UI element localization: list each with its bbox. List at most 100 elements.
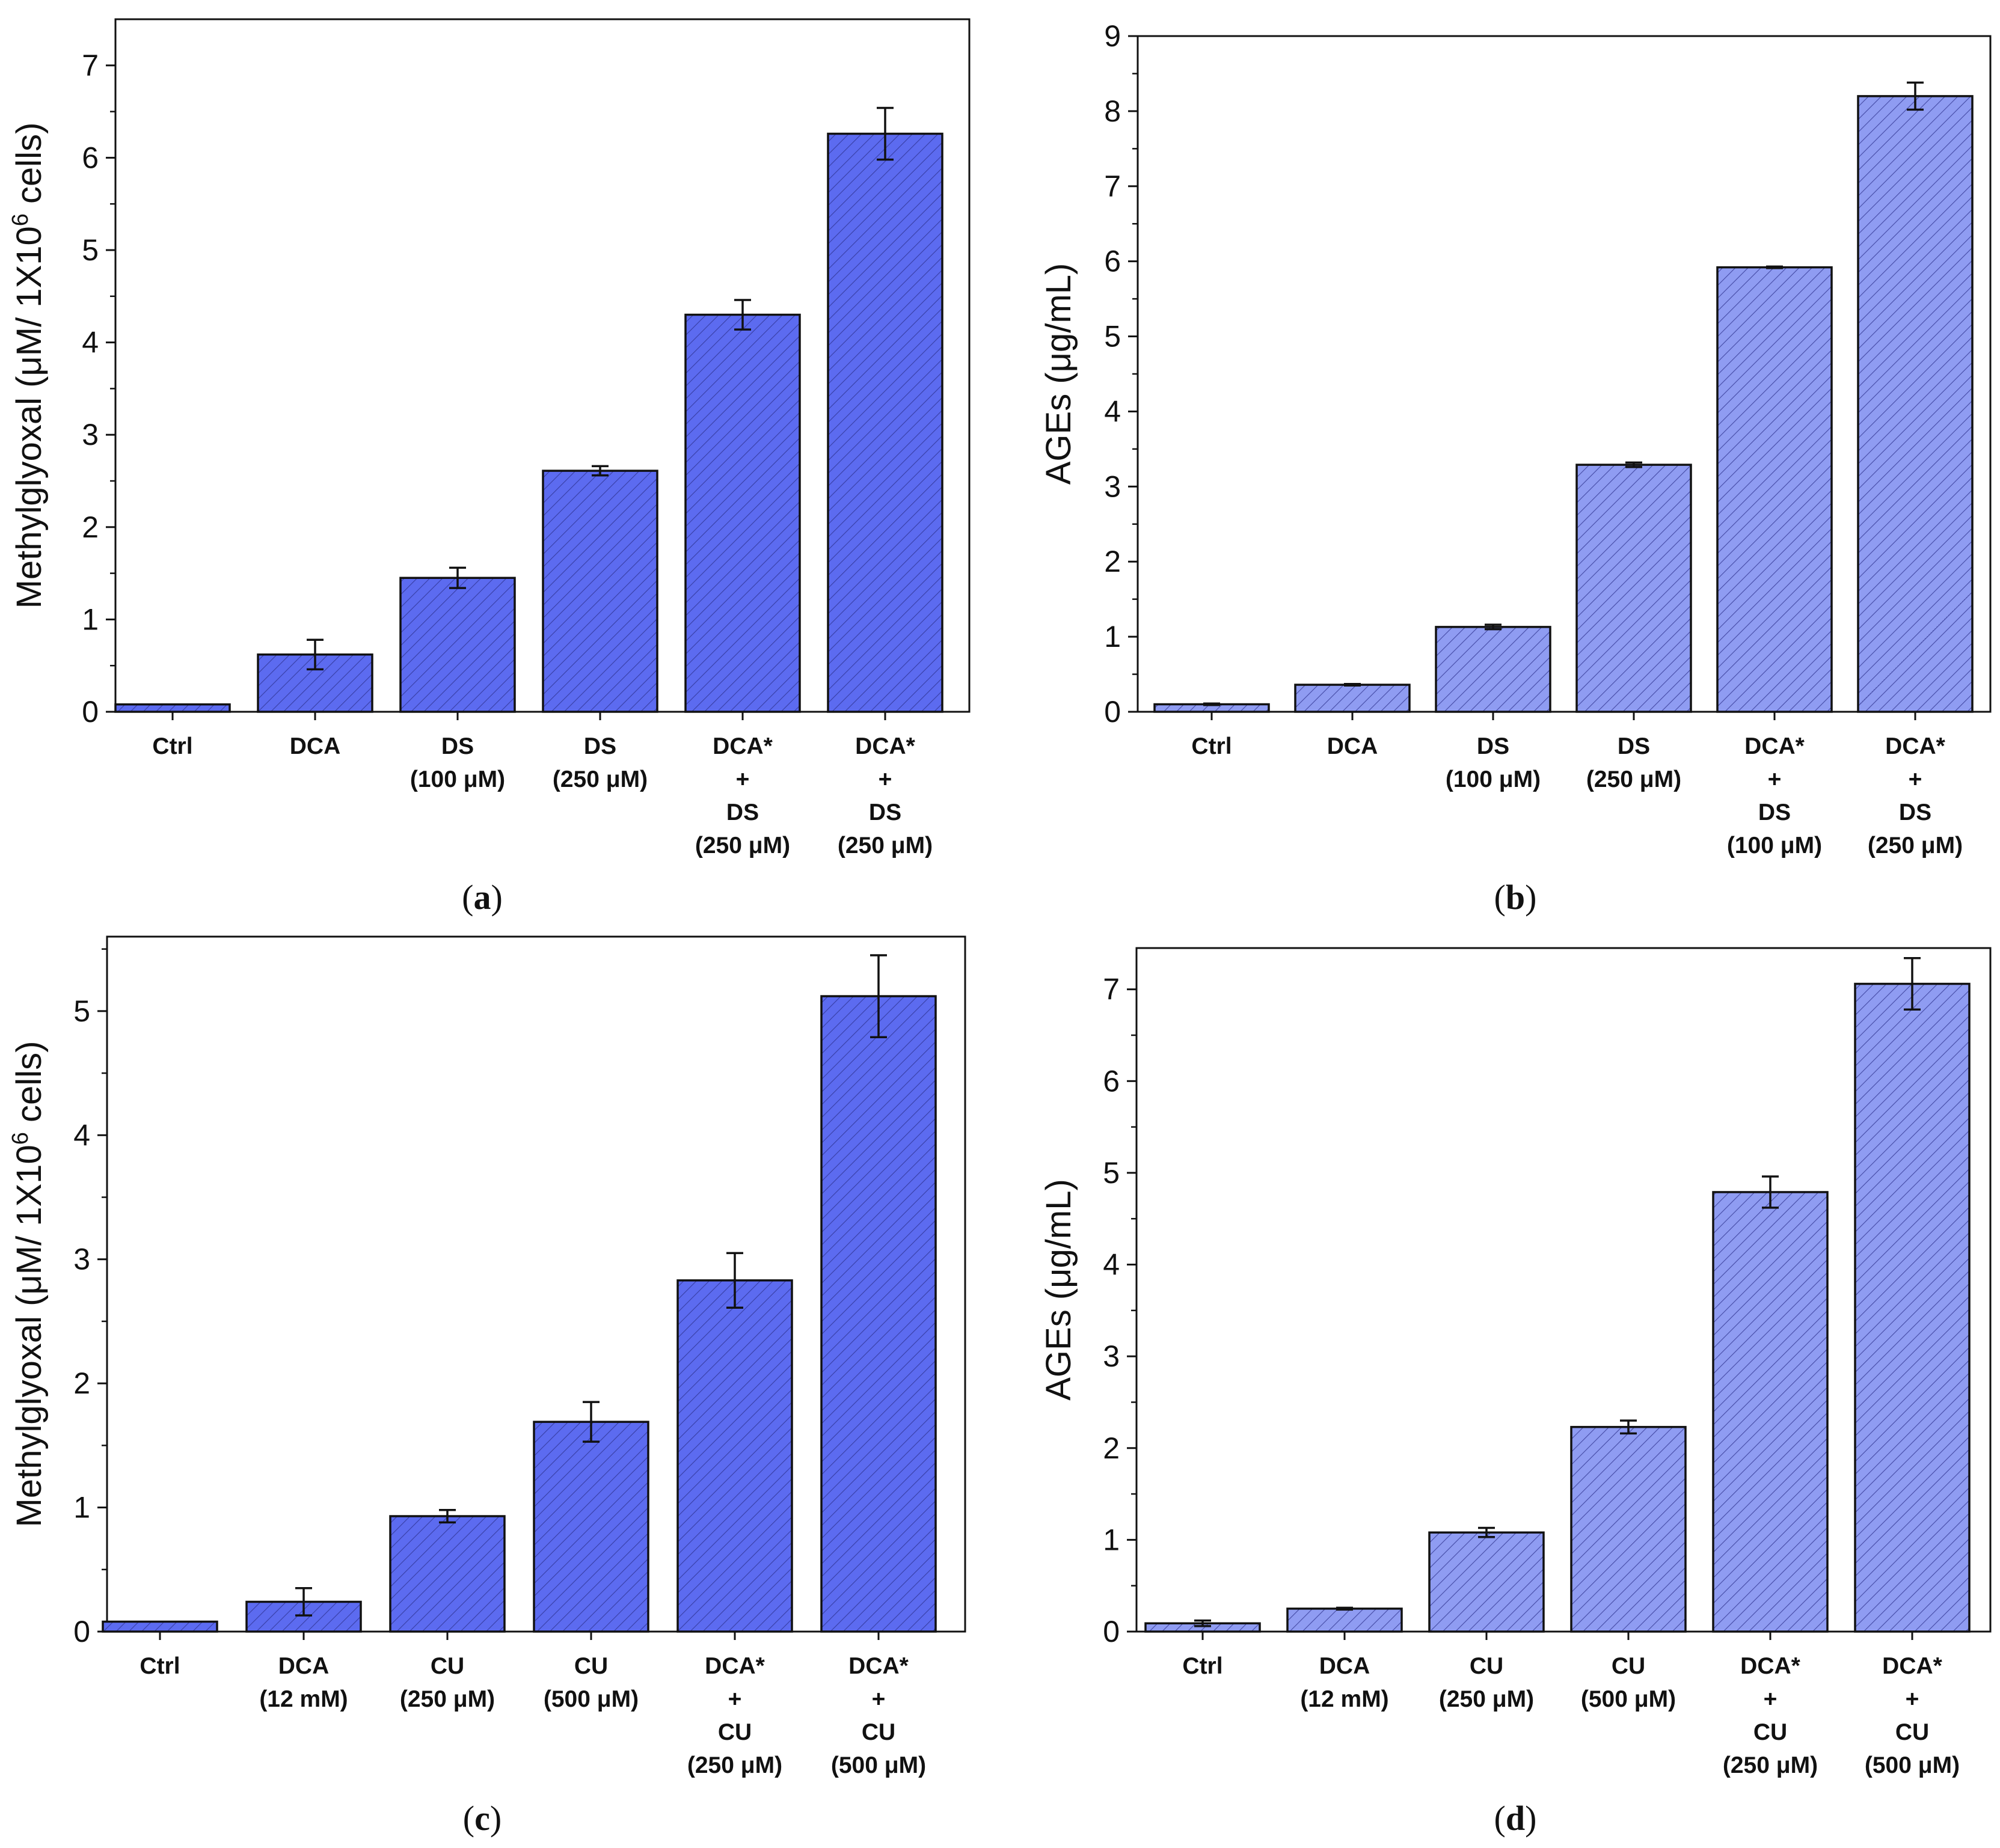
x-tick-label-line: CU [431, 1653, 464, 1679]
x-tick-label-line: (500 μM) [1581, 1686, 1676, 1712]
y-tick-label: 6 [82, 141, 99, 174]
x-tick-label: DS (100 μM) [410, 733, 505, 792]
bar-hatch [534, 1422, 648, 1632]
bar-hatch [115, 704, 230, 712]
y-tick-label: 5 [82, 233, 99, 267]
y-axis-label: Methylglyoxal (μM/ 1X106 cells) [8, 1041, 49, 1528]
x-tick-label-line: DS [441, 733, 474, 759]
y-tick-label: 1 [82, 602, 99, 636]
x-tick-label-line: DS [1477, 733, 1509, 759]
x-tick-label-line: DS [869, 800, 901, 825]
caption-paren-open: ( [1494, 878, 1506, 917]
bar-hatch [400, 578, 515, 712]
x-tick-label-line: (12 mM) [1300, 1686, 1388, 1712]
caption-letter: b [1506, 878, 1525, 917]
y-tick-label: 1 [1104, 620, 1121, 653]
x-tick-label-line: (250 μM) [1439, 1686, 1534, 1712]
x-tick-label: CU (250 μM) [1439, 1653, 1534, 1712]
x-tick-label-line: + [1909, 766, 1922, 792]
x-tick-label-line: DCA [1327, 733, 1378, 759]
x-tick-label-line: (12 mM) [259, 1686, 348, 1712]
y-axis-label-superscript: 6 [8, 213, 33, 226]
caption-paren-open: ( [1494, 1799, 1506, 1838]
x-tick-label: CU (500 μM) [544, 1653, 639, 1712]
bar-hatch [686, 314, 800, 712]
bar-hatch [103, 1621, 217, 1632]
x-tick-label-line: (500 μM) [544, 1686, 639, 1712]
x-tick-label: DCA* + CU (250 μM) [1723, 1653, 1818, 1778]
x-tick-label-line: DS [1758, 800, 1791, 825]
x-tick-label-line: + [879, 766, 892, 792]
y-tick-label: 5 [73, 994, 90, 1028]
x-tick-label: CU (500 μM) [1581, 1653, 1676, 1712]
x-tick-label: Ctrl [140, 1653, 180, 1679]
x-tick-label-line: + [1906, 1686, 1919, 1712]
y-tick-label: 7 [1103, 973, 1120, 1006]
x-tick-label-line: DCA* [1744, 733, 1805, 759]
y-axis-label-tail: cells) [10, 1041, 49, 1132]
y-axis-label-main: AGEs (μg/mL) [1039, 1179, 1078, 1401]
caption-paren-open: ( [462, 878, 473, 917]
y-tick-label: 4 [1103, 1248, 1120, 1282]
y-tick-label: 0 [73, 1615, 90, 1648]
y-tick-label: 0 [1103, 1615, 1120, 1648]
bar-hatch [1436, 626, 1550, 712]
bar-hatch [390, 1516, 505, 1632]
bar-hatch [821, 996, 936, 1632]
x-tick-label: DS (250 μM) [553, 733, 648, 792]
x-tick-label: DCA (12 mM) [1300, 1653, 1388, 1712]
x-tick-label: DS (100 μM) [1446, 733, 1541, 792]
x-tick-label-line: DCA* [1882, 1653, 1942, 1679]
bar-hatch [1571, 1427, 1686, 1632]
x-tick-label-line: (100 μM) [1727, 833, 1822, 858]
y-tick-label: 2 [1103, 1431, 1120, 1465]
x-tick-label-line: + [728, 1686, 742, 1712]
bar-hatch [543, 471, 657, 712]
caption-paren-close: ) [491, 878, 503, 917]
bar-hatch [1577, 465, 1691, 712]
y-tick-label: 4 [82, 326, 99, 360]
y-tick-label: 6 [1103, 1064, 1120, 1098]
x-tick-label: DCA* + DS (250 μM) [695, 733, 790, 858]
x-tick-label-line: CU [862, 1719, 895, 1745]
caption-letter: a [474, 878, 491, 917]
x-tick-label: DCA* + CU (500 μM) [831, 1653, 926, 1778]
bar-hatch [678, 1280, 792, 1632]
y-tick-label: 7 [82, 49, 99, 82]
bar-hatch [1287, 1608, 1402, 1632]
x-tick-label: DCA* + CU (250 μM) [687, 1653, 782, 1778]
x-tick-label-line: + [736, 766, 750, 792]
x-tick-label-line: Ctrl [152, 733, 192, 759]
x-tick-label-line: DCA* [705, 1653, 765, 1679]
y-tick-label: 8 [1104, 94, 1121, 128]
y-axis-label-main: Methylglyoxal (μM/ 1X10 [10, 1145, 49, 1527]
bar-hatch [1429, 1532, 1544, 1632]
panel-caption: (c) [463, 1799, 502, 1838]
x-tick-label-line: DS [726, 800, 759, 825]
y-axis-label: AGEs (μg/mL) [1039, 263, 1078, 485]
x-tick-label-line: (500 μM) [1865, 1752, 1960, 1778]
plot-frame [1135, 947, 1992, 1633]
x-tick-label: DCA* + DS (250 μM) [838, 733, 933, 858]
x-tick-label-line: DS [1899, 800, 1931, 825]
x-tick-label-line: DS [584, 733, 616, 759]
x-tick-label-line: DCA* [848, 1653, 909, 1679]
y-tick-label: 6 [1104, 245, 1121, 278]
x-tick-label-line: (500 μM) [831, 1752, 926, 1778]
x-tick-label-line: DCA [1319, 1653, 1370, 1679]
x-tick-label-line: DCA [278, 1653, 330, 1679]
x-tick-label-line: (250 μM) [1868, 833, 1963, 858]
x-tick-label: DCA [290, 733, 341, 759]
y-tick-label: 4 [1104, 394, 1121, 428]
y-tick-label: 5 [1104, 320, 1121, 353]
caption-paren-close: ) [490, 1799, 502, 1838]
bar-hatch [1155, 704, 1269, 712]
bar-hatch [1855, 984, 1969, 1632]
caption-paren-close: ) [1525, 1799, 1536, 1838]
panel-d: 0 1 2 3 4 5 6 7 AGEs (μg/mL) Ctrl DCA (12 mM) CU (250… [1039, 947, 1992, 1838]
x-tick-label: DCA* + CU (500 μM) [1865, 1653, 1960, 1778]
x-tick-label-line: DCA* [1885, 733, 1945, 759]
